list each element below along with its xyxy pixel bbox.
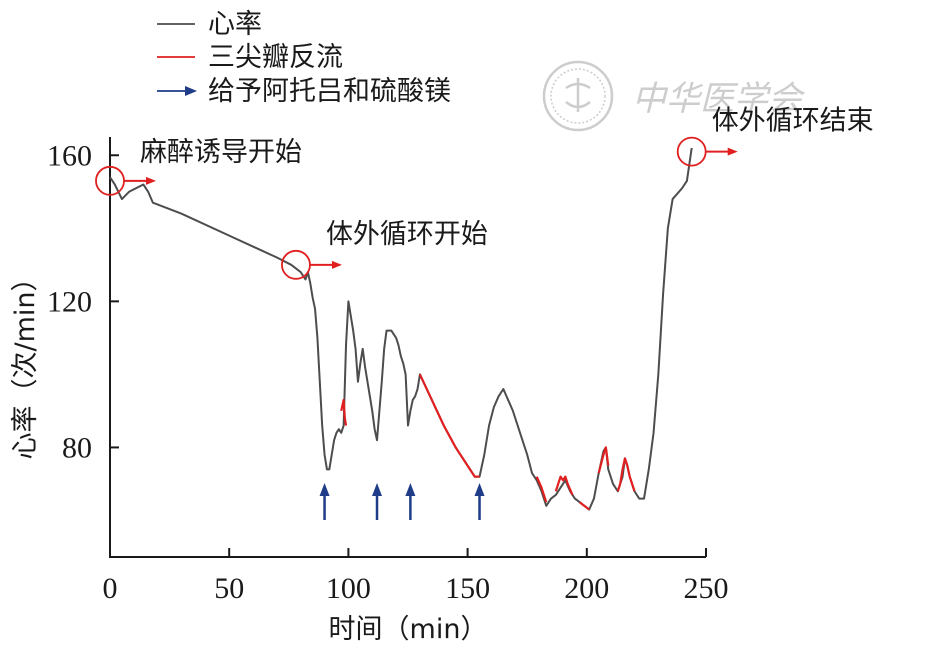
watermark-text: 中华医学会 xyxy=(632,79,806,119)
event-arrow-icon xyxy=(124,176,156,185)
tricuspid-regurgitation-segment xyxy=(554,475,574,496)
series-layer xyxy=(109,147,693,511)
axes xyxy=(109,137,706,558)
legend-label-heart-rate: 心率 xyxy=(208,9,262,40)
event-circle xyxy=(281,249,311,280)
tricuspid-regurgitation-segment xyxy=(418,373,480,478)
watermark-seal-icon xyxy=(542,60,614,132)
x-tick-label: 150 xyxy=(445,572,490,605)
event-label: 麻醉诱导开始 xyxy=(140,137,302,168)
tricuspid-regurgitation-segment xyxy=(616,457,636,492)
x-tick-label: 200 xyxy=(564,572,609,605)
event-arrow-icon xyxy=(705,147,738,156)
legend-label-medication: 给予阿托吕和硫酸镁 xyxy=(208,76,451,107)
event-label: 体外循环开始 xyxy=(326,219,488,250)
legend: 心率 三尖瓣反流 给予阿托吕和硫酸镁 xyxy=(157,9,451,107)
x-tick-label: 50 xyxy=(214,572,244,605)
medication-arrow-icon xyxy=(474,483,485,520)
medication-arrow-icon xyxy=(319,483,330,520)
x-tick-label: 0 xyxy=(103,572,118,605)
x-axis-label: 时间（min） xyxy=(329,614,488,645)
event-arrow-icon xyxy=(309,260,342,269)
watermark: 中华医学会 xyxy=(542,60,806,132)
tricuspid-regurgitation-segment xyxy=(340,398,348,426)
event-marker: 体外循环开始 xyxy=(281,219,488,280)
x-tick-label: 250 xyxy=(684,572,729,605)
y-tick-label: 80 xyxy=(62,431,92,464)
legend-swatch-arrow-icon xyxy=(157,86,197,96)
medication-arrows xyxy=(319,483,485,520)
tricuspid-regurgitation-segment xyxy=(597,446,610,474)
tricuspid-regurgitation-segment xyxy=(535,476,548,503)
legend-label-tricuspid: 三尖瓣反流 xyxy=(208,42,343,73)
y-tick-label: 160 xyxy=(47,139,92,172)
event-marker: 麻醉诱导开始 xyxy=(95,137,302,196)
y-axis-label: 心率（次/min） xyxy=(10,264,41,459)
medication-arrow-icon xyxy=(405,483,416,520)
event-marker: 体外循环结束 xyxy=(676,106,874,167)
event-label: 体外循环结束 xyxy=(712,106,874,137)
tricuspid-regurgitation-segment xyxy=(578,501,590,511)
x-tick-label: 100 xyxy=(326,572,371,605)
medication-arrow-icon xyxy=(372,483,383,520)
x-ticks: 0 50 100 150 200 250 xyxy=(103,548,729,605)
y-ticks: 80 120 160 xyxy=(47,139,119,464)
y-tick-label: 120 xyxy=(47,285,92,318)
